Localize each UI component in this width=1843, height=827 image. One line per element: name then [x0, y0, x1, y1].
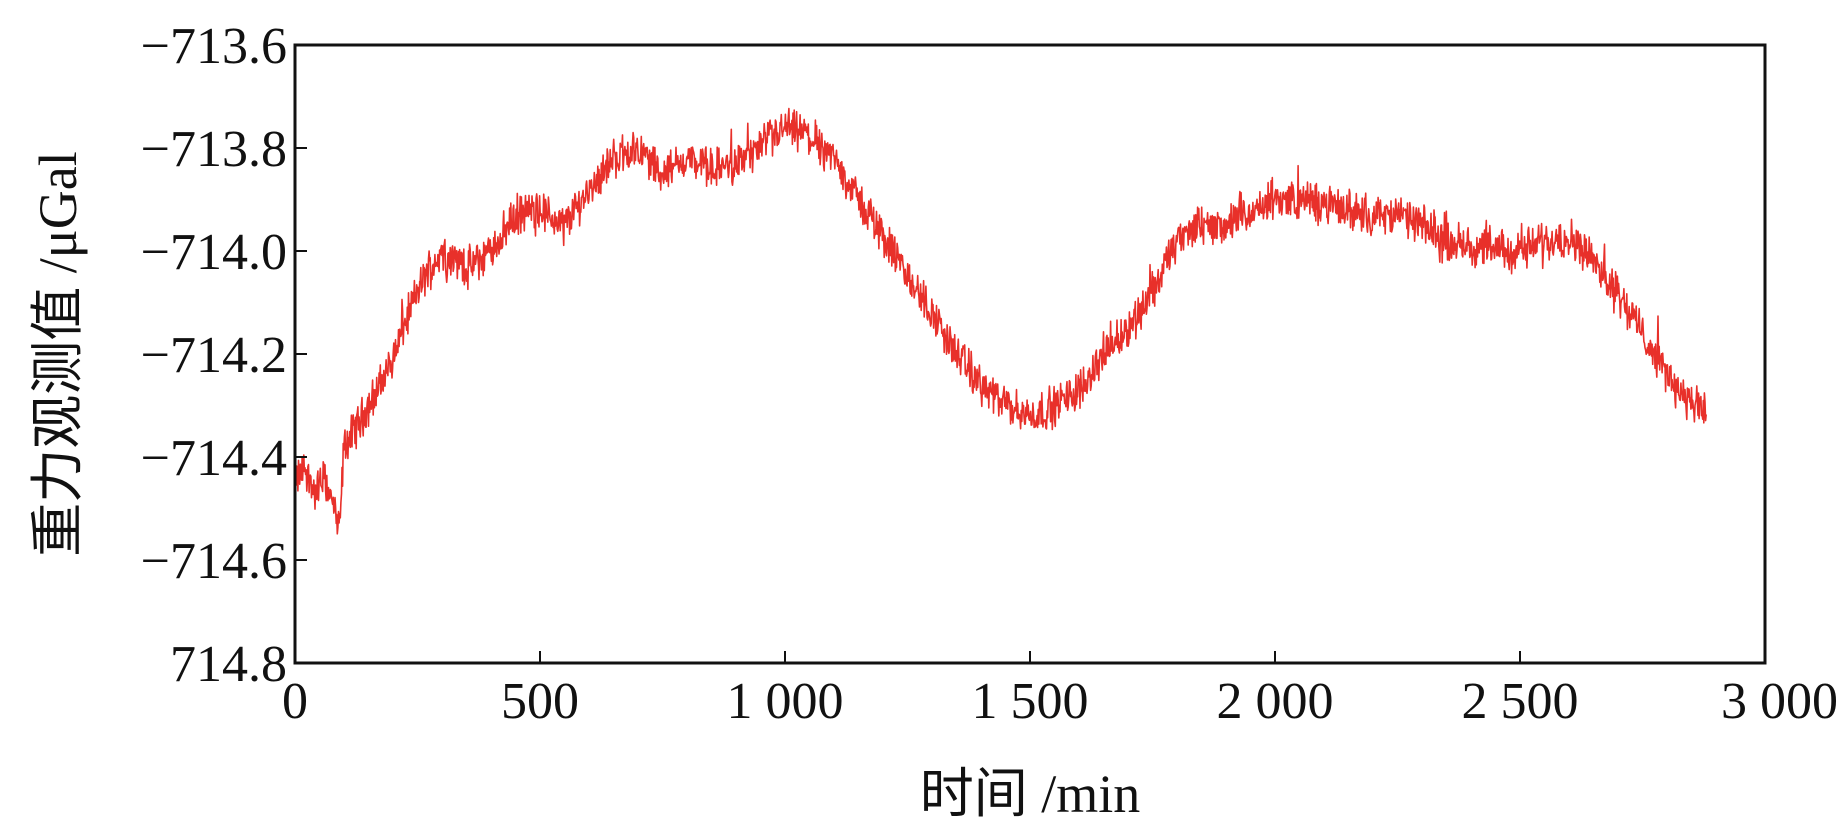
x-tick-label: 1 500	[972, 673, 1089, 730]
y-axis: −713.6 −713.8 −714.0 −714.2 −714.4 −714.6 714.…	[141, 18, 307, 693]
y-tick-label: 714.8	[170, 636, 287, 693]
x-tick-label: 2 500	[1462, 673, 1579, 730]
y-axis-title: 重力观测值 /μGal	[28, 151, 88, 556]
y-tick-label: −714.0	[141, 224, 287, 281]
x-tick-label: 0	[282, 673, 308, 730]
y-tick-label: −713.6	[141, 18, 287, 75]
x-tick-label: 1 000	[727, 673, 844, 730]
y-tick-label: −714.4	[141, 430, 287, 487]
series-line	[294, 107, 1707, 535]
plot-frame	[293, 43, 1767, 665]
y-tick-label: −713.8	[141, 121, 287, 178]
x-tick-label: 2 000	[1217, 673, 1334, 730]
x-tick-label: 500	[501, 673, 579, 730]
x-axis-title: 时间 /min	[920, 764, 1141, 824]
x-axis: 0 500 1 000 1 500 2 000 2 500 3 000	[282, 651, 1838, 730]
series-layer	[294, 107, 1707, 535]
y-tick-label: −714.6	[141, 533, 287, 590]
y-tick-label: −714.2	[141, 327, 287, 384]
x-tick-label: 3 000	[1721, 673, 1838, 730]
